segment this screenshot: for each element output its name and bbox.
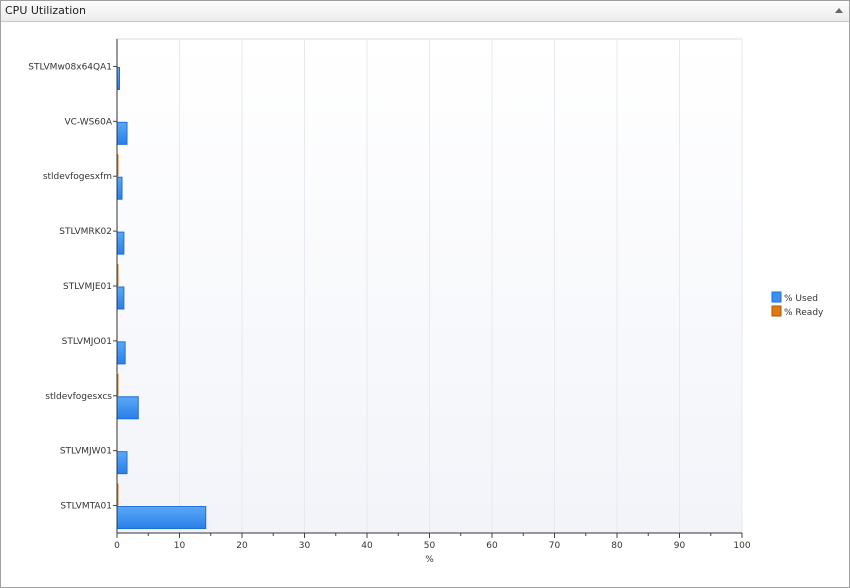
bar-ready [117, 483, 119, 506]
panel-title: CPU Utilization [5, 4, 86, 17]
y-tick-label: stldevfogesxcs [45, 392, 112, 402]
panel-header: CPU Utilization [1, 1, 849, 22]
bar-used [116, 506, 207, 530]
collapse-arrow-icon[interactable] [835, 8, 843, 13]
bar-used [116, 396, 139, 420]
y-tick-label: STLVMJW01 [60, 447, 112, 457]
bar-used [116, 286, 125, 310]
bar-used [116, 176, 123, 200]
x-tick-label: 50 [424, 541, 436, 551]
x-tick-label: 80 [611, 541, 623, 551]
x-tick-label: 90 [674, 541, 686, 551]
legend-swatch [771, 291, 782, 303]
y-tick-label: STLVMJO01 [62, 337, 112, 347]
x-tick-label: 20 [236, 541, 248, 551]
x-tick-label: 30 [299, 541, 311, 551]
y-tick-label: STLVMTA01 [60, 502, 112, 512]
bar-used [116, 451, 128, 475]
x-tick-label: 100 [733, 541, 750, 551]
bar-used [116, 341, 126, 365]
legend-label: % Used [784, 294, 818, 304]
y-tick-label: STLVMw08x64QA1 [28, 62, 112, 72]
x-tick-label: 60 [486, 541, 498, 551]
bar-ready [117, 264, 119, 286]
x-tick-label: 70 [549, 541, 561, 551]
x-axis-label: % [425, 555, 434, 565]
y-tick-label: STLVMRK02 [59, 227, 112, 237]
y-tick-label: VC-WS60A [64, 117, 112, 127]
x-tick-label: 40 [361, 541, 373, 551]
bar-ready [117, 154, 119, 177]
x-tick-label: 10 [174, 541, 186, 551]
legend-label: % Ready [784, 308, 824, 318]
bar-ready [117, 373, 119, 396]
y-tick-label: stldevfogesxfm [43, 172, 112, 182]
x-tick-label: 0 [114, 541, 120, 551]
bar-used [116, 121, 128, 145]
bar-used [116, 231, 125, 255]
y-tick-label: STLVMJE01 [63, 282, 112, 292]
legend-swatch [771, 305, 782, 317]
